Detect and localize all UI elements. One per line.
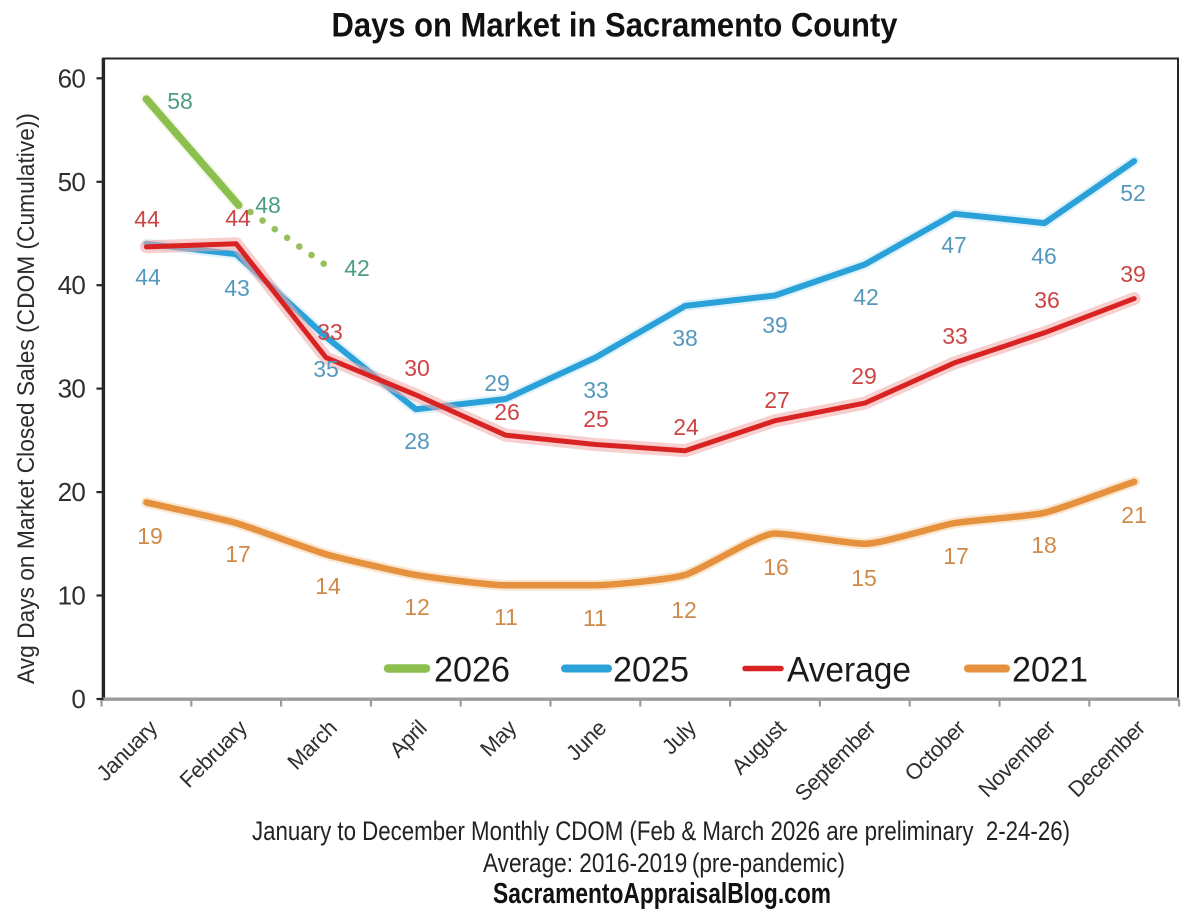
svg-text:43: 43 xyxy=(224,275,250,301)
svg-text:17: 17 xyxy=(225,541,251,567)
svg-text:29: 29 xyxy=(851,363,877,389)
svg-text:14: 14 xyxy=(315,573,341,599)
svg-text:Average: 2016-2019 (pre-pandem: Average: 2016-2019 (pre-pandemic) xyxy=(483,848,845,878)
svg-text:18: 18 xyxy=(1031,532,1057,558)
svg-text:58: 58 xyxy=(167,88,193,114)
svg-text:39: 39 xyxy=(762,312,788,338)
svg-text:17: 17 xyxy=(943,543,969,569)
svg-text:10: 10 xyxy=(58,581,86,611)
svg-text:27: 27 xyxy=(764,387,790,413)
svg-text:2026: 2026 xyxy=(434,651,510,690)
svg-text:0: 0 xyxy=(71,684,85,714)
svg-text:2025: 2025 xyxy=(613,651,689,690)
svg-text:Avg Days on Market Closed Sale: Avg Days on Market Closed Sales (CDOM (C… xyxy=(13,113,40,684)
svg-text:35: 35 xyxy=(313,356,339,382)
svg-text:30: 30 xyxy=(404,355,430,381)
svg-text:42: 42 xyxy=(853,284,879,310)
svg-text:24: 24 xyxy=(673,414,699,440)
svg-text:42: 42 xyxy=(344,255,370,281)
svg-text:47: 47 xyxy=(941,232,967,258)
svg-text:16: 16 xyxy=(763,554,789,580)
svg-text:11: 11 xyxy=(583,605,607,631)
svg-text:2021: 2021 xyxy=(1012,651,1088,690)
svg-text:39: 39 xyxy=(1120,261,1146,287)
svg-text:19: 19 xyxy=(137,523,163,549)
svg-text:January to December Monthly CD: January to December Monthly CDOM (Feb & … xyxy=(252,816,1070,846)
svg-text:12: 12 xyxy=(404,594,430,620)
svg-text:36: 36 xyxy=(1034,287,1060,313)
svg-text:21: 21 xyxy=(1121,502,1147,528)
svg-text:40: 40 xyxy=(58,270,86,300)
svg-text:33: 33 xyxy=(583,377,609,403)
svg-text:26: 26 xyxy=(494,399,520,425)
svg-text:29: 29 xyxy=(484,370,510,396)
svg-text:52: 52 xyxy=(1120,180,1146,206)
svg-text:46: 46 xyxy=(1031,243,1057,269)
svg-text:60: 60 xyxy=(58,63,86,93)
svg-text:30: 30 xyxy=(58,374,86,404)
svg-text:12: 12 xyxy=(671,597,697,623)
svg-text:Average: Average xyxy=(787,651,911,690)
svg-text:Days on Market in Sacramento C: Days on Market in Sacramento County xyxy=(332,7,898,45)
svg-text:25: 25 xyxy=(583,406,609,432)
svg-text:33: 33 xyxy=(942,323,968,349)
svg-text:38: 38 xyxy=(672,325,698,351)
svg-text:48: 48 xyxy=(255,192,281,218)
svg-text:11: 11 xyxy=(494,604,518,630)
svg-text:15: 15 xyxy=(851,565,877,591)
svg-text:50: 50 xyxy=(58,167,86,197)
svg-text:44: 44 xyxy=(135,264,161,290)
svg-text:33: 33 xyxy=(317,319,343,345)
svg-text:28: 28 xyxy=(404,428,430,454)
svg-text:44: 44 xyxy=(134,206,160,232)
svg-text:SacramentoAppraisalBlog.com: SacramentoAppraisalBlog.com xyxy=(493,878,831,910)
svg-text:20: 20 xyxy=(58,477,86,507)
svg-text:44: 44 xyxy=(225,205,251,231)
